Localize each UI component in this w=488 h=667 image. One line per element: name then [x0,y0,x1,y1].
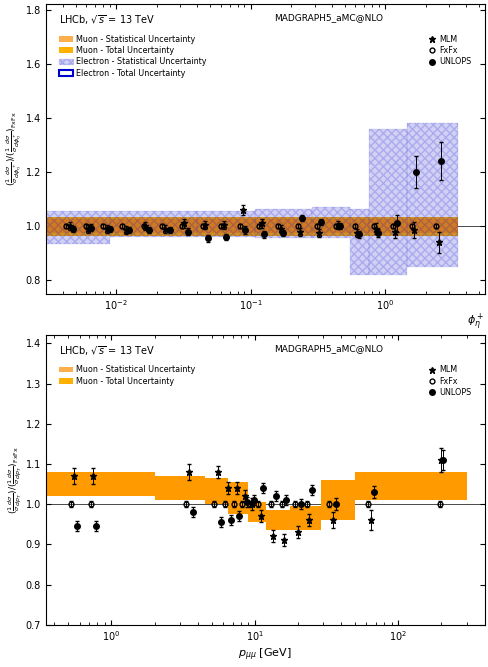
Legend: MLM, FxFx, UNLOPS: MLM, FxFx, UNLOPS [427,366,471,398]
Bar [46,211,110,243]
Bar [406,123,457,267]
Bar [368,129,406,275]
Bar [254,209,311,238]
Bar [289,506,321,530]
Bar [154,476,204,500]
Bar [349,209,368,275]
Bar [321,480,354,520]
Bar [110,211,197,237]
Text: $\phi_\eta^+$: $\phi_\eta^+$ [467,311,484,332]
Bar [46,472,154,496]
Bar [204,478,227,504]
Bar [321,480,354,520]
Bar [197,211,254,237]
Bar [197,211,254,237]
Bar [204,478,227,504]
Bar [46,211,110,243]
Bar [46,219,457,233]
Bar [227,482,248,514]
Y-axis label: $(\frac{1}{\sigma}\frac{d\sigma}{dp_T}) / (\frac{1}{\sigma}\frac{d\sigma}{dp_T}): $(\frac{1}{\sigma}\frac{d\sigma}{dp_T}) … [7,446,24,514]
Y-axis label: $(\frac{1}{\sigma}\frac{d\sigma}{d\phi_\eta^+}) / (\frac{1}{\sigma}\frac{d\sigma: $(\frac{1}{\sigma}\frac{d\sigma}{d\phi_\… [4,112,24,187]
Legend: MLM, FxFx, UNLOPS: MLM, FxFx, UNLOPS [427,35,471,66]
Bar [248,502,265,522]
Bar [311,207,349,238]
Bar [154,476,204,500]
Text: MADGRAPH5_aMC@NLO: MADGRAPH5_aMC@NLO [273,344,382,353]
Bar [354,472,466,500]
Bar [289,506,321,530]
Bar [349,209,368,275]
Bar [311,207,349,238]
Bar [368,129,406,275]
Text: LHCb, $\sqrt{s}$ = 13 TeV: LHCb, $\sqrt{s}$ = 13 TeV [59,13,155,27]
Bar [227,482,248,514]
Bar [46,472,154,496]
Bar [46,217,457,235]
Bar [265,510,289,530]
Bar [248,502,265,522]
Bar [406,123,457,267]
Text: MADGRAPH5_aMC@NLO: MADGRAPH5_aMC@NLO [273,13,382,22]
Bar [354,472,466,500]
Bar [254,209,311,238]
Text: LHCb, $\sqrt{s}$ = 13 TeV: LHCb, $\sqrt{s}$ = 13 TeV [59,344,155,358]
Bar [265,510,289,530]
X-axis label: $p_{\mu\mu}$ [GeV]: $p_{\mu\mu}$ [GeV] [238,646,291,662]
Bar [110,211,197,237]
